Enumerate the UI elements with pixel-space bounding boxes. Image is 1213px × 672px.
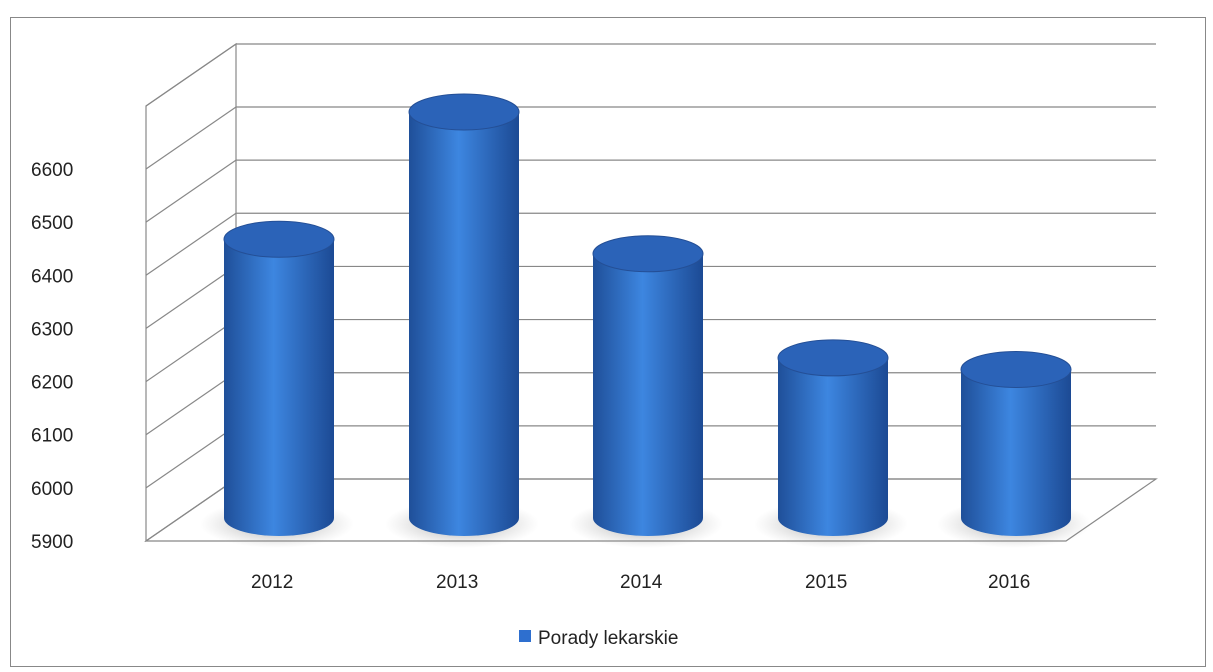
bar: [385, 93, 539, 548]
x-axis: 2012 2013 2014 2015 2016: [251, 572, 1030, 593]
bar-body: [409, 112, 519, 536]
gridline-depth: [145, 212, 237, 276]
x-tick-label: 2014: [620, 572, 663, 593]
y-axis: 5900 6000 6100 6200 6300 6400 6500 6600: [31, 160, 73, 553]
bar: [569, 235, 723, 548]
bar-top: [408, 93, 520, 131]
legend-label: Porady lekarskie: [538, 628, 678, 649]
gridline-depth: [145, 265, 237, 329]
x-tick-label: 2015: [805, 572, 847, 593]
y-tick-label: 6400: [31, 266, 73, 287]
bar-top: [777, 339, 889, 377]
x-tick-label: 2016: [988, 572, 1030, 593]
y-tick-label: 6100: [31, 426, 73, 447]
side-wall: [145, 42, 237, 543]
x-tick-label: 2012: [251, 572, 293, 593]
y-tick-label: 6300: [31, 319, 73, 340]
bar: [754, 339, 908, 548]
chart-caption: [0, 0, 1213, 13]
bar-body: [224, 239, 334, 536]
gridline-depth: [145, 478, 237, 542]
gridline-depth: [145, 425, 237, 489]
bars: [200, 93, 1091, 548]
bar-body: [778, 357, 888, 536]
bar-top: [223, 220, 335, 258]
chart-frame: 5900 6000 6100 6200 6300 6400 6500 6600 2012 201…: [10, 17, 1206, 667]
y-tick-label: 6500: [31, 213, 73, 234]
gridline-depth: [145, 159, 237, 223]
y-tick-label: 5900: [31, 532, 73, 553]
gridline-depth: [145, 43, 237, 107]
bar-top: [960, 350, 1072, 388]
bar-body: [961, 369, 1071, 536]
x-tick-label: 2013: [436, 572, 478, 593]
y-tick-label: 6600: [31, 160, 73, 181]
y-tick-label: 6000: [31, 479, 73, 500]
bar: [937, 350, 1091, 548]
bar: [200, 220, 354, 548]
gridline-depth: [145, 106, 237, 170]
gridline-depth: [145, 319, 237, 383]
bar-top: [592, 235, 704, 273]
legend: Porady lekarskie: [519, 628, 678, 649]
legend-swatch: [519, 630, 531, 642]
bar-body: [593, 253, 703, 536]
y-tick-label: 6200: [31, 373, 73, 394]
gridline-depth: [145, 372, 237, 436]
